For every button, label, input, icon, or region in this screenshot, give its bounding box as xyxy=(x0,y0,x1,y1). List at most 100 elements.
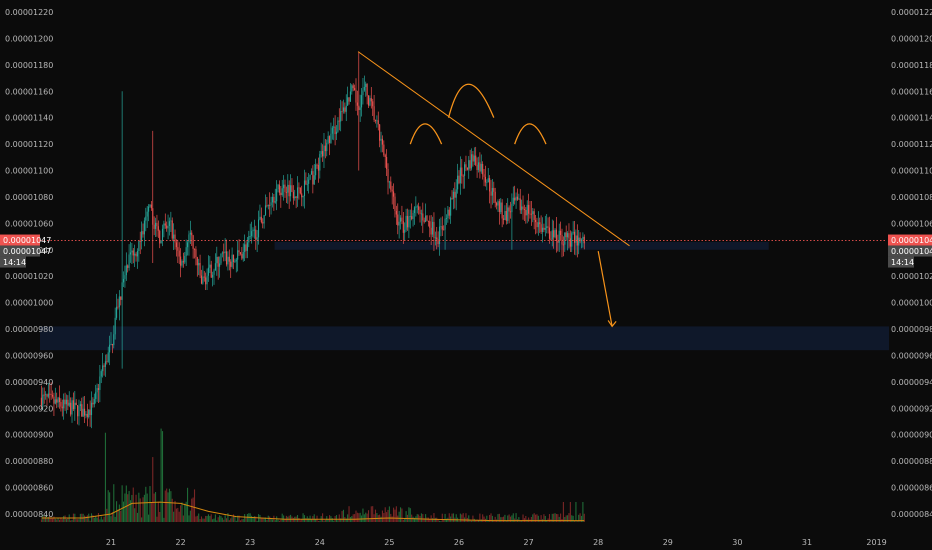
y-tick-right: 0.00001080 xyxy=(891,193,932,202)
price-tag-label: 0.00001047 xyxy=(891,236,932,245)
candle-body xyxy=(427,220,429,222)
volume-bar xyxy=(402,519,404,522)
candle-body xyxy=(124,275,126,279)
candle-body xyxy=(121,282,123,300)
candle-body xyxy=(237,250,239,260)
volume-bar xyxy=(67,517,69,522)
candle-body xyxy=(441,226,443,230)
volume-bar xyxy=(512,513,514,522)
candle-body xyxy=(156,222,158,227)
candle-body xyxy=(104,361,106,367)
volume-bar xyxy=(341,511,343,522)
y-tick-right: 0.00001060 xyxy=(891,219,932,228)
volume-bar xyxy=(576,520,578,522)
trendline xyxy=(357,51,630,247)
candle-body xyxy=(276,189,278,202)
candle-body xyxy=(189,232,191,235)
volume-bar xyxy=(572,515,574,522)
y-tick-left: 0.00000900 xyxy=(5,431,53,440)
volume-bar xyxy=(196,515,198,522)
candle-body xyxy=(483,174,485,177)
volume-bar xyxy=(367,510,370,522)
candle-body xyxy=(281,188,283,196)
candle-body xyxy=(203,276,205,278)
volume-bar xyxy=(54,518,56,522)
volume-bar xyxy=(455,514,457,522)
candle-body xyxy=(547,226,549,228)
candle-body xyxy=(401,217,403,222)
volume-bar xyxy=(251,515,253,522)
candle-body xyxy=(383,144,385,156)
price-tag-bg xyxy=(0,256,26,268)
candle-body xyxy=(562,244,564,246)
volume-bar xyxy=(500,517,502,522)
candle-body xyxy=(519,198,521,211)
candle-body xyxy=(168,221,171,227)
volume-bar xyxy=(315,519,317,522)
candle-body xyxy=(322,151,324,157)
volume-bar xyxy=(281,513,283,522)
volume-bar xyxy=(582,502,584,522)
volume-bar xyxy=(107,490,109,522)
y-tick-right: 0.00001120 xyxy=(891,140,932,149)
candle-body xyxy=(462,175,464,177)
price-tag-label: 0.00001047 xyxy=(891,247,932,256)
candle-body xyxy=(196,257,198,266)
candle-body xyxy=(213,270,215,275)
volume-bar xyxy=(340,518,342,522)
volume-bar xyxy=(143,494,145,522)
volume-bar xyxy=(483,516,485,522)
volume-bar xyxy=(438,520,441,522)
price-tags: 0.00001047 0.00001047 14:14 0.00001047 0.000… xyxy=(0,234,932,268)
volume-bar xyxy=(292,517,294,522)
volume-bar xyxy=(387,509,389,522)
candle-body xyxy=(469,160,471,169)
candle-body xyxy=(509,211,512,213)
volume-bar xyxy=(461,514,463,522)
volume-bar xyxy=(237,515,239,522)
candle-body xyxy=(111,343,113,346)
candle-body xyxy=(544,227,546,230)
volume-bar xyxy=(145,486,147,522)
candle-body xyxy=(167,226,169,229)
pattern-arc-2 xyxy=(447,83,495,118)
candle-body xyxy=(365,83,367,88)
candle-body xyxy=(305,180,307,185)
y-tick-left: 0.00000840 xyxy=(5,510,53,519)
volume-bar xyxy=(232,514,235,522)
volume-bar xyxy=(372,506,374,522)
candle-body xyxy=(553,230,555,238)
candle-body xyxy=(161,228,164,241)
candle-body xyxy=(135,253,137,257)
candle-body xyxy=(299,187,301,194)
volume-bar xyxy=(231,517,233,522)
volume-bar xyxy=(490,513,492,522)
volume-bar xyxy=(365,512,367,522)
candle-body xyxy=(555,229,557,242)
volume-bar xyxy=(228,520,230,522)
candle-body xyxy=(61,406,63,409)
candle-body xyxy=(143,220,145,235)
candle-body xyxy=(386,156,388,169)
volume-bar xyxy=(468,515,470,522)
candle-body xyxy=(141,231,143,242)
candle-body xyxy=(207,267,209,276)
candle-body xyxy=(259,216,261,220)
volume-bar xyxy=(380,516,382,522)
candle-body xyxy=(232,254,235,262)
candle-body xyxy=(454,191,456,198)
x-tick: 25 xyxy=(384,538,394,547)
down-arrow-head xyxy=(607,320,617,328)
candle-body xyxy=(79,404,81,407)
volume-bar xyxy=(536,514,538,522)
y-tick-right: 0.00001180 xyxy=(891,61,932,70)
candle-body xyxy=(580,239,583,242)
candle-body xyxy=(578,237,580,246)
volume-bar xyxy=(170,491,172,522)
candle-body xyxy=(571,233,573,247)
candle-body xyxy=(377,120,379,125)
candle-body xyxy=(354,88,356,91)
volume-bar xyxy=(259,514,261,522)
candle-body xyxy=(374,120,377,121)
